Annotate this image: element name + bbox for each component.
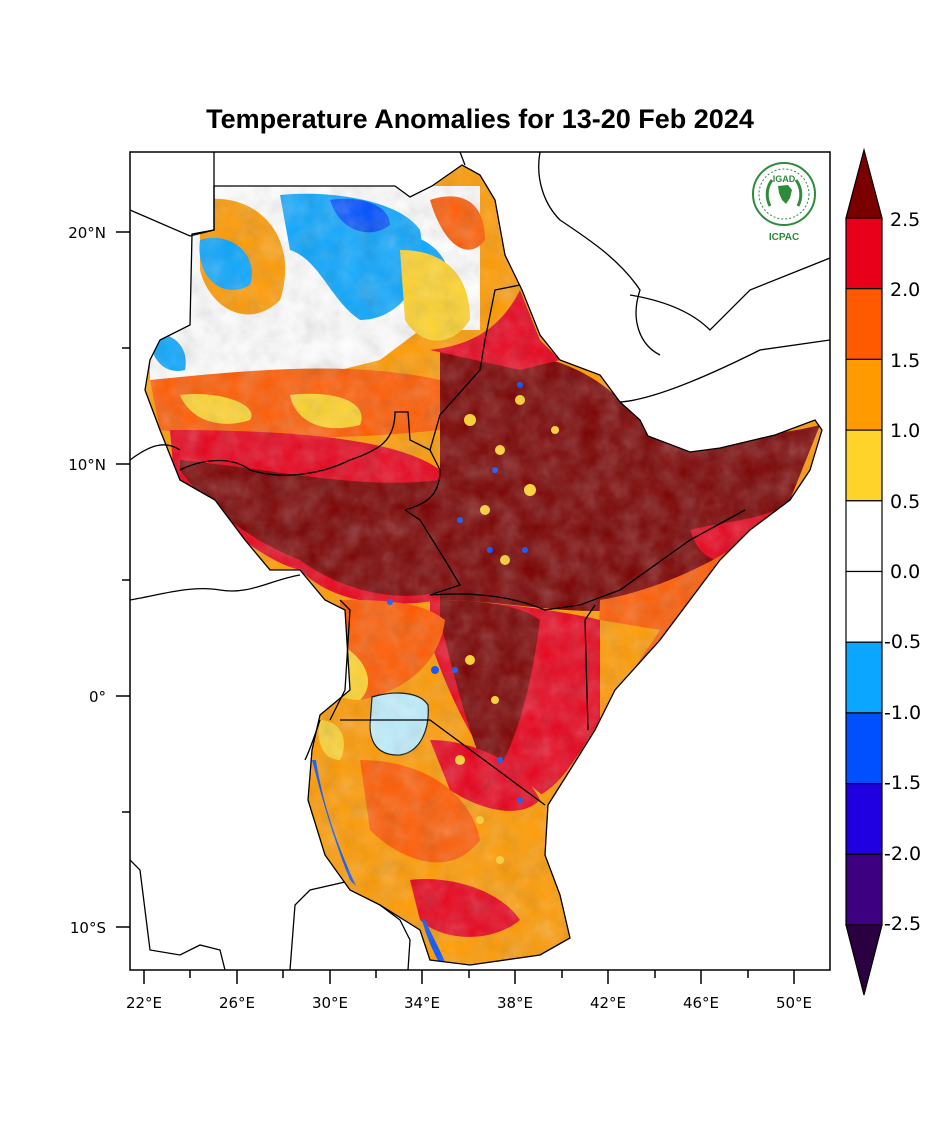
colorbar-segment [845, 217, 883, 290]
colorbar-label: -2.0 [884, 843, 921, 865]
anomaly-field [145, 165, 822, 965]
lat-label: 20°N [68, 224, 106, 242]
logo-bottom-text: ICPAC [769, 232, 799, 243]
colorbar-top-triangle [845, 147, 883, 219]
country-borders [130, 152, 830, 970]
lat-labels: 20°N 10°N 0° 10°S [68, 224, 106, 937]
colorbar-segment [845, 570, 883, 643]
colorbar-segment [845, 288, 883, 361]
lon-label: 26°E [219, 994, 255, 1012]
lon-label: 38°E [497, 994, 533, 1012]
africa-map-icon [778, 185, 792, 204]
colorbar-segment [845, 641, 883, 714]
lon-label: 34°E [404, 994, 440, 1012]
colorbar-labels: 2.5 2.0 1.5 1.0 0.5 0.0 -0.5 -1.0 -1.5 -… [884, 209, 921, 935]
lon-label: 46°E [683, 994, 719, 1012]
colorbar-segment [845, 712, 883, 785]
lat-label: 10°S [70, 919, 106, 937]
lat-label: 10°N [68, 456, 106, 474]
colorbar-label: -1.5 [884, 772, 921, 794]
colorbar-label: 2.5 [890, 209, 920, 231]
colorbar-label: -0.5 [884, 631, 921, 653]
colorbar-segment [845, 429, 883, 502]
logo-inner-ring [758, 168, 810, 220]
lon-labels: 22°E 26°E 30°E 34°E 38°E 42°E 46°E 50°E [126, 994, 812, 1012]
colorbar-segment [845, 853, 883, 926]
lon-label: 22°E [126, 994, 162, 1012]
colorbar-bottom-triangle [845, 924, 883, 996]
colorbar [845, 147, 883, 996]
lat-label: 0° [89, 688, 106, 706]
colorbar-segment [845, 782, 883, 855]
colorbar-label: 0.0 [890, 561, 920, 583]
lon-label: 30°E [312, 994, 348, 1012]
igad-icpac-logo: IGAD ICPAC [752, 162, 816, 243]
laurel-left-icon [765, 179, 774, 207]
axis-ticks [116, 231, 795, 984]
colorbar-segment [845, 500, 883, 573]
colorbar-segment [845, 358, 883, 431]
colorbar-label: 2.0 [890, 279, 920, 301]
map-title: Temperature Anomalies for 13-20 Feb 2024 [206, 104, 754, 134]
colorbar-label: -2.5 [884, 913, 921, 935]
laurel-right-icon [794, 179, 803, 207]
colorbar-label: 0.5 [890, 491, 920, 513]
map-frame [129, 151, 831, 971]
lon-label: 50°E [776, 994, 812, 1012]
lon-label: 42°E [590, 994, 626, 1012]
colorbar-label: -1.0 [884, 702, 921, 724]
colorbar-label: 1.5 [890, 350, 920, 372]
logo-top-text: IGAD [773, 174, 796, 184]
colorbar-label: 1.0 [890, 420, 920, 442]
